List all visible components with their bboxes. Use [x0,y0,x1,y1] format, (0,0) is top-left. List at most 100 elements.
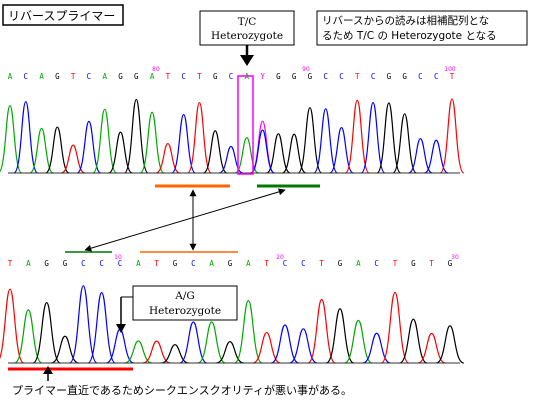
bot-peak-9 [161,344,189,364]
top-base-10: T [166,72,171,81]
top-position-80: 80 [152,66,160,73]
bot-base-21: T [393,259,398,268]
bot-peak-10 [179,321,208,364]
top-peak-4 [61,144,86,174]
bot-peak-19 [344,319,373,364]
top-peak-19 [297,107,323,174]
ag-callout-box [132,285,238,321]
top-peak-7 [108,131,133,174]
bot-base-16: C [301,259,306,268]
top-base-8: G [134,72,139,81]
top-peak-8 [123,98,149,174]
top-base-23: C [371,72,376,81]
top-trace-peaks [0,98,465,174]
top-peak-10 [155,142,180,174]
top-peak-3 [44,126,70,174]
bot-peak-18 [325,308,355,364]
top-base-20: C [323,72,328,81]
top-base-2: A [39,72,44,81]
title-label: リバースプライマー [8,9,115,23]
bot-base-23: T [429,259,434,268]
bot-peak-2 [32,302,61,364]
top-base-1: C [24,72,29,81]
bot-base-2: G [44,259,49,268]
bot-peak-0 [0,288,25,364]
note-line2: るため T/C の Heterozygote となる [322,30,497,42]
bot-base-9: G [173,259,178,268]
bottom-position-marks: 10 20 30 [114,254,459,261]
bot-base-3: G [63,259,68,268]
top-base-3: G [55,72,60,81]
top-base-4: T [71,72,76,81]
bot-peak-4 [69,285,98,364]
top-secondary-peak [250,129,275,174]
ag-callout-line1: A/G [174,290,195,302]
tc-heterozygote-callout: T/C Heterozygote [199,10,295,66]
note-box [316,10,528,46]
bot-peak-15 [270,324,300,364]
bot-peak-24 [435,325,465,364]
bot-peak-7 [124,340,153,364]
tc-arrow-head-icon [240,55,254,66]
ag-heterozygote-callout: A/G Heterozygote [116,285,238,333]
top-base-22: T [355,72,360,81]
bot-base-24: G [448,259,453,268]
top-peak-6 [92,108,118,174]
top-peak-9 [139,111,165,174]
bot-base-5: C [99,259,104,268]
bot-peak-16 [289,328,318,364]
bot-position-10: 10 [114,254,122,261]
top-base-13: G [213,72,218,81]
bot-base-17: T [319,259,324,268]
caption-arrow-head-icon [43,366,53,374]
bot-base-14: T [264,259,269,268]
ag-callout-line2: Heterozygote [149,305,221,317]
top-position-90: 90 [302,66,310,73]
top-base-18: G [292,72,297,81]
bot-peak-1 [14,309,43,364]
top-peak-0 [0,105,23,174]
top-base-21: C [339,72,344,81]
top-peak-2 [29,127,54,174]
top-peak-26 [408,138,433,174]
bot-base-10: C [191,259,196,268]
bot-peak-8 [142,340,171,364]
bot-peak-20 [362,332,391,364]
tc-callout-box [199,10,295,46]
top-peak-17 [266,133,291,174]
top-peak-13 [203,130,228,174]
bot-peak-22 [399,318,428,364]
top-peak-24 [376,102,402,174]
top-peak-20 [313,108,339,174]
bottom-chromatogram: T A G G C C C A T G C A G A T C C T G A C T G T G 10 20 30 [0,254,465,364]
title-box-border [2,4,124,26]
bot-base-11: A [209,259,214,268]
top-peak-18 [281,133,307,174]
bot-peak-21 [380,291,410,364]
bot-position-30: 30 [451,254,459,261]
top-base-14: C [229,72,234,81]
top-position-100: 100 [444,66,456,73]
bot-base-6: C [118,259,123,268]
top-base-12: T [197,72,202,81]
top-base-7: G [118,72,123,81]
top-base-0: A [8,72,13,81]
quality-caption: プライマー直近であるためシークエンスクオリティが悪い事がある。 [12,383,352,397]
bot-base-19: A [356,259,361,268]
bot-peak-14 [252,331,281,364]
top-peak-25 [392,113,418,174]
bot-base-1: A [26,259,31,268]
top-base-25: G [402,72,407,81]
reverse-complement-note: リバースからの読みは相補配列とな るため T/C の Heterozygote … [316,10,528,46]
top-base-19: G [308,72,313,81]
top-base-24: G [387,72,392,81]
top-peak-28 [439,98,465,174]
bot-position-20: 20 [276,254,284,261]
bottom-trace-peaks [0,285,465,364]
bot-peak-6 [106,328,134,364]
bot-base-0: T [8,259,13,268]
bot-base-22: G [411,259,416,268]
